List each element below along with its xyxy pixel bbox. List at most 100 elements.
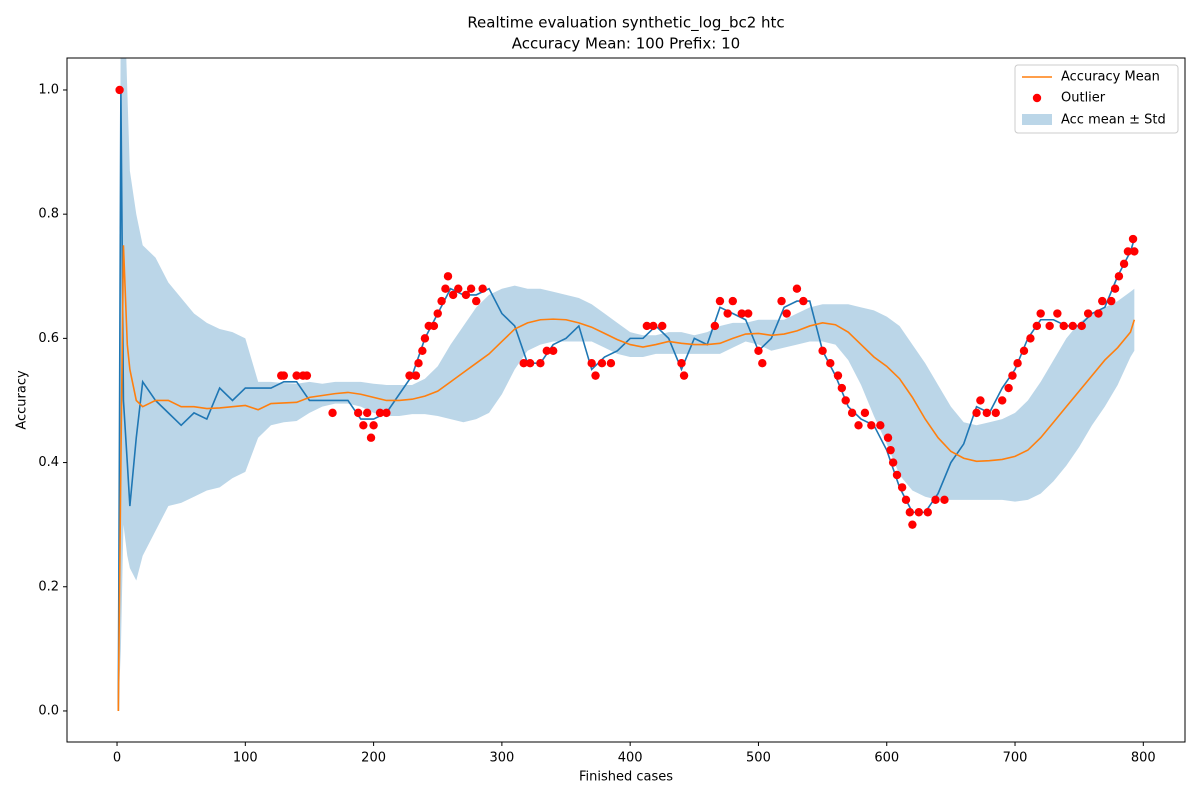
outlier-point <box>658 321 667 331</box>
outlier-point <box>542 346 551 355</box>
y-axis-label: Accuracy <box>15 370 30 430</box>
outlier-point <box>1032 321 1042 331</box>
outlier-point <box>833 371 843 380</box>
outlier-point <box>466 284 476 293</box>
outlier-point <box>677 359 686 368</box>
chart-title: Realtime evaluation synthetic_log_bc2 ht… <box>467 14 784 33</box>
x-tick-label: 700 <box>1003 751 1028 766</box>
outlier-point <box>443 272 453 281</box>
outlier-point <box>1008 371 1017 380</box>
outlier-point <box>649 321 658 331</box>
outlier-point <box>642 321 652 331</box>
outlier-point <box>536 359 545 368</box>
outlier-point <box>414 359 423 368</box>
legend-swatch <box>1032 93 1042 103</box>
y-tick-label: 0.8 <box>38 207 59 222</box>
chart-subtitle: Accuracy Mean: 100 Prefix: 10 <box>512 35 740 53</box>
outlier-point <box>876 421 885 430</box>
outlier-point <box>1059 321 1068 331</box>
outlier-point <box>976 396 985 405</box>
outlier-point <box>777 296 786 306</box>
outlier-point <box>1119 259 1129 269</box>
outlier-point <box>375 408 385 418</box>
outlier-point <box>982 408 992 418</box>
outlier-point <box>1045 321 1054 331</box>
outlier-point <box>860 408 870 418</box>
legend: Accuracy Mean Outlier Acc mean ± Std <box>1014 64 1179 134</box>
x-tick-label: 300 <box>489 751 514 766</box>
outlier-point <box>606 359 616 368</box>
outlier-point <box>782 309 791 318</box>
outlier-point <box>972 408 981 418</box>
outlier-point <box>905 508 915 517</box>
outlier-point <box>597 359 607 368</box>
outlier-point <box>923 508 932 517</box>
outlier-point <box>991 408 1000 418</box>
mean-line <box>117 245 1136 711</box>
outlier-point <box>461 290 471 300</box>
outlier-point <box>1130 247 1139 256</box>
x-tick-label: 600 <box>874 751 899 766</box>
outlier-point <box>826 359 835 368</box>
outlier-point <box>548 346 558 355</box>
outlier-point <box>292 371 301 380</box>
outlier-point <box>525 359 535 368</box>
outlier-point <box>420 334 430 343</box>
legend-label: Acc mean ± Std <box>1061 113 1166 128</box>
outlier-point <box>1110 284 1120 293</box>
outlier-point <box>1114 272 1124 281</box>
plot-area <box>115 58 1139 711</box>
outlier-point <box>1094 309 1103 318</box>
x-tick-label: 200 <box>361 751 386 766</box>
outlier-point <box>743 309 753 318</box>
outlier-point <box>841 396 850 405</box>
outlier-point <box>478 284 487 293</box>
outlier-point <box>418 346 427 355</box>
outlier-point <box>1077 321 1086 331</box>
outlier-point <box>888 458 898 467</box>
outlier-point <box>901 495 911 505</box>
axes: 0 100 200 300 400 500 600 700 800 0.0 0.2 0.4 0.6 0.8… <box>38 82 1155 765</box>
outlier-point <box>897 483 907 492</box>
outlier-point <box>587 359 596 368</box>
y-tick-label: 1.0 <box>38 82 59 97</box>
outlier-point <box>1098 296 1107 306</box>
outlier-point <box>1128 234 1138 244</box>
x-tick-label: 400 <box>618 751 643 766</box>
outlier-point <box>429 321 439 331</box>
y-tick-label: 0.4 <box>38 455 59 470</box>
outlier-point <box>279 371 289 380</box>
outlier-point <box>931 495 940 505</box>
outlier-point <box>728 296 737 306</box>
outlier-point <box>914 508 924 517</box>
y-tick-label: 0.0 <box>38 703 59 718</box>
outlier-point <box>115 85 124 95</box>
outlier-point <box>799 296 808 306</box>
std-band <box>118 58 1135 711</box>
outlier-point <box>437 296 446 306</box>
x-tick-label: 100 <box>233 751 258 766</box>
outlier-point <box>997 396 1007 405</box>
outlier-point <box>472 296 481 306</box>
outlier-point <box>328 408 337 418</box>
outlier-point <box>758 359 767 368</box>
outlier-point <box>411 371 421 380</box>
outlier-point <box>1053 309 1062 318</box>
legend-label: Accuracy Mean <box>1061 70 1160 85</box>
outlier-point <box>710 321 720 331</box>
x-tick-label: 500 <box>746 751 771 766</box>
outlier-point <box>715 296 725 306</box>
outlier-point <box>908 520 917 529</box>
x-tick-label: 800 <box>1131 751 1156 766</box>
outlier-point <box>867 421 876 430</box>
outlier-point <box>354 408 363 418</box>
outlier-point <box>1083 309 1093 318</box>
outlier-point <box>818 346 827 355</box>
outlier-point <box>1004 383 1013 393</box>
plot-frame <box>66 57 1186 743</box>
outlier-point <box>441 284 450 293</box>
outlier-point <box>1019 346 1029 355</box>
outlier-point <box>737 309 746 318</box>
outlier-point <box>519 359 528 368</box>
